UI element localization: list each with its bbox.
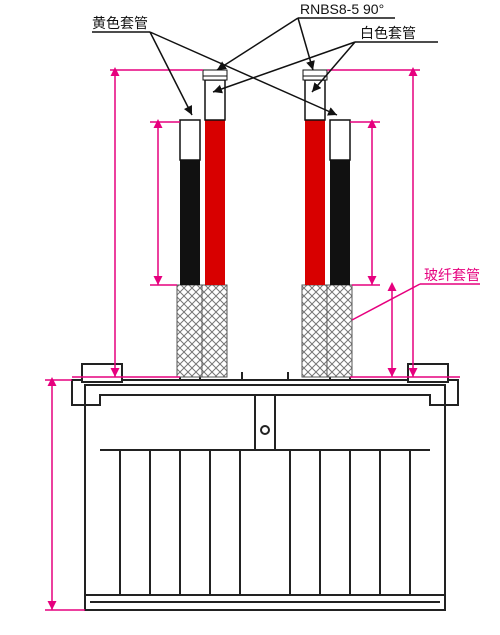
wire-hl3a: HL-3A: [0, 0, 327, 285]
technical-drawing: HL-4B HL-4A HL-3A HL-3B: [0, 0, 500, 635]
wire-hl4b: HL-4B: [0, 0, 200, 285]
housing: [72, 364, 458, 610]
label-yellow-sleeve: 黄色套管: [92, 15, 148, 31]
glass-fiber-sleeve-left: [177, 285, 227, 377]
label-terminal: RNBS8-5 90°: [300, 1, 384, 17]
dimension-lines: [45, 70, 480, 610]
label-glass-fiber-sleeve: 玻纤套管: [424, 267, 480, 283]
glass-fiber-sleeve-right: [302, 285, 352, 377]
label-white-sleeve: 白色套管: [360, 25, 416, 41]
